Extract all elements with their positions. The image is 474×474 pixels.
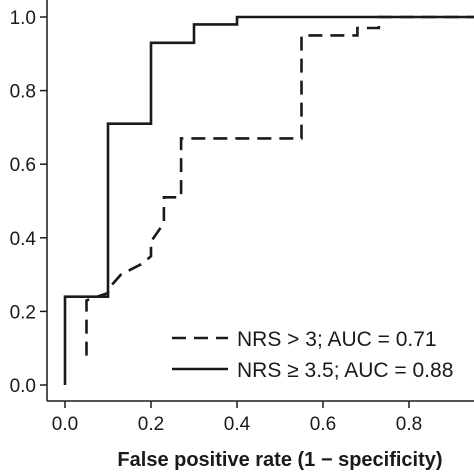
y-tick-label: 0.8	[10, 82, 36, 103]
axis-ticks: 0.0 0.2 0.4 0.6 0.8 1.0 0.0 0.2 0.4 0.6 0.8	[10, 8, 423, 435]
axes-frame	[46, 0, 474, 402]
y-tick-label: 0.6	[10, 155, 36, 176]
legend-label: NRS > 3; AUC = 0.71	[237, 328, 437, 351]
legend-label: NRS ≥ 3.5; AUC = 0.88	[237, 359, 453, 382]
x-tick-label: 0.4	[224, 414, 251, 435]
x-tick-label: 0.6	[310, 414, 336, 435]
y-tick-label: 0.4	[10, 229, 37, 250]
series-line-nrs-ge-3-5	[63, 15, 474, 385]
series-line-nrs-gt-3	[85, 15, 474, 356]
y-tick-label: 0.2	[10, 302, 36, 323]
y-tick-label: 1.0	[10, 8, 36, 29]
x-axis-label: False positive rate (1 − specificity)	[117, 449, 442, 471]
legend: NRS > 3; AUC = 0.71 NRS ≥ 3.5; AUC = 0.88	[172, 328, 453, 382]
x-tick-label: 0.2	[138, 414, 164, 435]
series-lines	[63, 15, 474, 385]
x-tick-label: 0.0	[52, 414, 78, 435]
x-tick-label: 0.8	[396, 414, 422, 435]
y-tick-label: 0.0	[10, 376, 36, 397]
